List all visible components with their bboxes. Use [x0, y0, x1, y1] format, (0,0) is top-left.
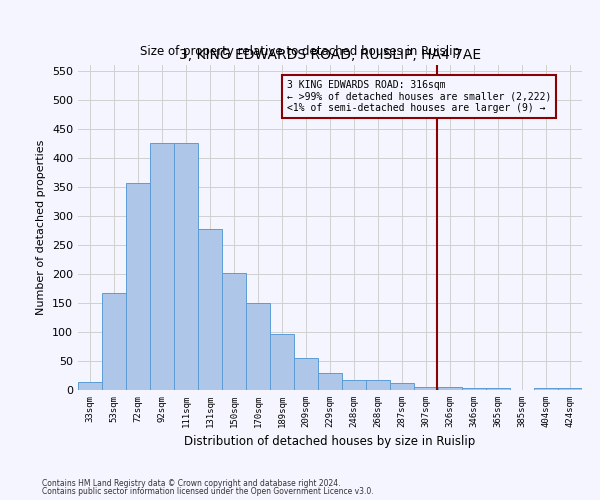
Bar: [438, 387, 462, 390]
Bar: [414, 386, 438, 390]
Bar: [126, 183, 150, 390]
Bar: [534, 388, 558, 390]
Bar: [390, 383, 414, 390]
Bar: [150, 144, 174, 390]
Bar: [270, 334, 294, 390]
Bar: [102, 292, 126, 390]
Bar: [222, 274, 246, 390]
Bar: [366, 380, 390, 390]
Y-axis label: Number of detached properties: Number of detached properties: [37, 140, 46, 315]
Bar: [294, 358, 318, 390]
Bar: [174, 144, 198, 390]
X-axis label: Distribution of detached houses by size in Ruislip: Distribution of detached houses by size …: [184, 436, 476, 448]
Text: Contains HM Land Registry data © Crown copyright and database right 2024.: Contains HM Land Registry data © Crown c…: [42, 478, 341, 488]
Text: Size of property relative to detached houses in Ruislip: Size of property relative to detached ho…: [140, 45, 460, 58]
Bar: [318, 373, 342, 390]
Text: 3 KING EDWARDS ROAD: 316sqm
← >99% of detached houses are smaller (2,222)
<1% of: 3 KING EDWARDS ROAD: 316sqm ← >99% of de…: [287, 80, 551, 112]
Bar: [462, 388, 486, 390]
Bar: [198, 229, 222, 390]
Text: Contains public sector information licensed under the Open Government Licence v3: Contains public sector information licen…: [42, 487, 374, 496]
Bar: [246, 303, 270, 390]
Bar: [78, 382, 102, 390]
Bar: [486, 388, 510, 390]
Bar: [342, 380, 366, 390]
Bar: [558, 388, 582, 390]
Title: 3, KING EDWARDS ROAD, RUISLIP, HA4 7AE: 3, KING EDWARDS ROAD, RUISLIP, HA4 7AE: [179, 48, 481, 62]
